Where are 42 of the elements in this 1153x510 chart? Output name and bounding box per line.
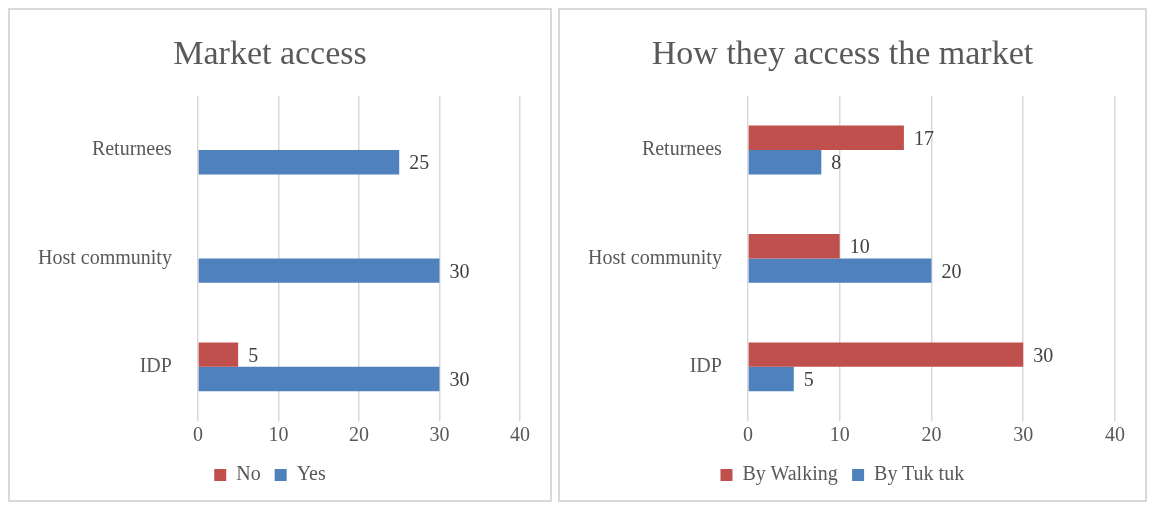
x-tick-label: 40 xyxy=(1105,423,1125,446)
data-label: 10 xyxy=(849,235,870,258)
legend-label: By Tuk tuk xyxy=(874,462,965,486)
y-tick-label: Returnees xyxy=(641,137,723,160)
y-tick-label: IDP xyxy=(139,354,172,377)
bar xyxy=(198,258,440,283)
x-tick-label: 0 xyxy=(742,423,753,446)
legend-label: By Walking xyxy=(742,462,838,486)
data-label: 25 xyxy=(409,151,430,174)
data-label: 5 xyxy=(248,343,259,366)
x-tick-label: 40 xyxy=(510,423,530,446)
y-tick-label: Returnees xyxy=(91,137,173,160)
bar xyxy=(198,366,440,392)
data-label: 30 xyxy=(1033,343,1054,366)
bar xyxy=(748,258,932,283)
data-label: 30 xyxy=(449,368,470,391)
legend-label: Yes xyxy=(296,462,326,485)
y-tick-label: Host community xyxy=(588,245,722,269)
x-tick-label: 20 xyxy=(921,423,942,446)
legend-label: No xyxy=(236,462,261,485)
bar xyxy=(748,150,822,175)
x-tick-label: 0 xyxy=(192,423,203,446)
bar xyxy=(198,150,400,175)
bar xyxy=(748,366,794,392)
bar xyxy=(748,342,1024,367)
bar xyxy=(748,234,840,259)
chart-title: Market access xyxy=(173,34,367,72)
data-label: 17 xyxy=(913,127,934,150)
data-label: 8 xyxy=(831,151,842,174)
x-tick-label: 10 xyxy=(268,423,289,446)
x-tick-label: 10 xyxy=(829,423,850,446)
data-label: 30 xyxy=(449,259,470,282)
chart-title: How they access the market xyxy=(651,34,1034,72)
bar xyxy=(198,342,239,367)
y-tick-label: Host community xyxy=(38,245,172,269)
data-label: 20 xyxy=(941,259,962,282)
data-label: 5 xyxy=(803,368,814,391)
x-tick-label: 30 xyxy=(429,423,450,446)
bar xyxy=(748,125,904,150)
x-tick-label: 20 xyxy=(348,423,369,446)
x-tick-label: 30 xyxy=(1013,423,1034,446)
y-tick-label: IDP xyxy=(689,354,722,377)
